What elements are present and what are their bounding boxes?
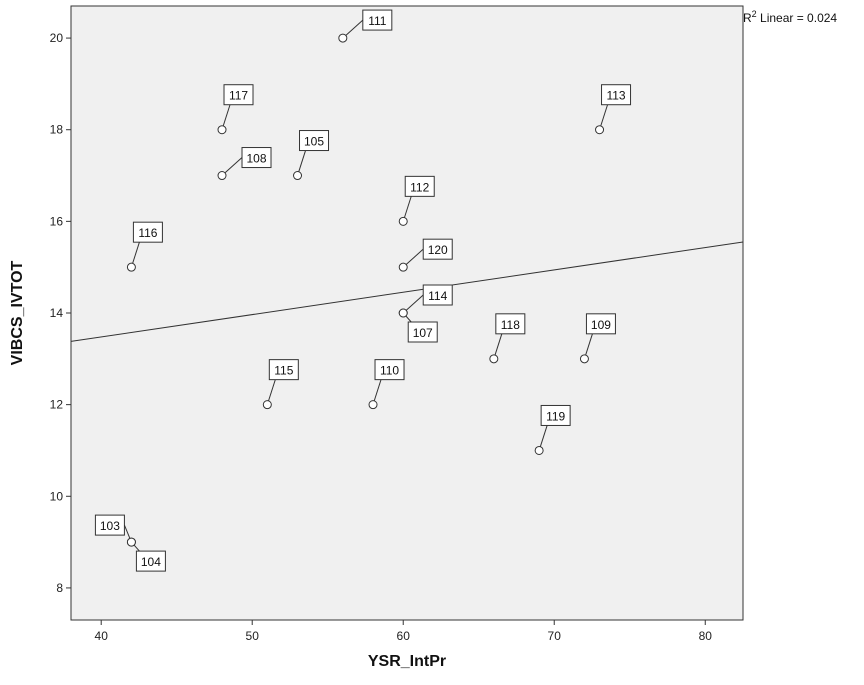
y-tick-label: 10	[50, 489, 64, 503]
point-label: 111	[368, 14, 387, 28]
y-tick-label: 8	[56, 581, 63, 595]
point-label: 116	[138, 226, 157, 240]
y-axis-title: VIBCS_IVTOT	[9, 260, 26, 365]
data-point-119: 119	[534, 404, 571, 455]
point-label: 113	[606, 89, 625, 103]
point-marker	[217, 125, 227, 135]
point-label: 114	[428, 289, 447, 303]
point-label-box	[422, 284, 453, 306]
point-marker	[262, 400, 272, 410]
points-layer: 103 104 105 107 108 109 110 111 112 113 114 115 116 1…	[94, 9, 632, 572]
y-tick-label: 16	[50, 214, 64, 228]
point-label: 112	[410, 180, 429, 194]
point-label: 118	[501, 318, 520, 332]
point-label: 103	[100, 519, 120, 533]
data-point-112: 112	[398, 175, 435, 226]
x-tick-label: 50	[246, 629, 260, 643]
x-axis: 40 50 60 70 80	[95, 620, 713, 643]
data-point-117: 117	[217, 84, 254, 135]
data-point-105: 105	[293, 130, 330, 181]
data-point-113: 113	[595, 84, 632, 135]
x-axis-title: YSR_IntPr	[368, 653, 446, 670]
point-label-box	[132, 221, 163, 243]
point-label-box	[223, 84, 254, 106]
point-marker	[398, 262, 408, 272]
y-tick-label: 12	[50, 398, 64, 412]
point-label-box	[540, 404, 571, 426]
point-marker	[217, 171, 227, 181]
x-tick-label: 80	[699, 629, 713, 643]
y-axis: 8 10 12 14 16 18 20	[50, 31, 71, 595]
data-point-110: 110	[368, 359, 405, 410]
point-marker	[534, 445, 544, 455]
r-squared-label: R2 Linear = 0.024	[743, 9, 837, 25]
point-label-box	[407, 321, 438, 343]
data-point-118: 118	[489, 313, 526, 364]
point-label-box	[299, 130, 330, 152]
point-label: 110	[380, 364, 399, 378]
point-label: 115	[274, 364, 293, 378]
point-label-box	[362, 9, 393, 31]
point-label-box	[135, 550, 166, 572]
data-point-115: 115	[262, 359, 299, 410]
point-label: 119	[546, 409, 565, 423]
point-label-box	[404, 175, 435, 197]
point-marker	[579, 354, 589, 364]
data-point-108: 108	[217, 147, 272, 181]
point-label: 104	[141, 555, 161, 569]
point-label: 107	[413, 326, 433, 340]
point-marker	[398, 308, 408, 318]
point-marker	[595, 125, 605, 135]
point-marker	[368, 400, 378, 410]
point-marker	[338, 33, 348, 43]
x-tick-label: 60	[397, 629, 411, 643]
point-label: 105	[304, 135, 324, 149]
y-tick-label: 18	[50, 123, 64, 137]
data-point-109: 109	[579, 313, 616, 364]
point-marker	[293, 171, 303, 181]
point-marker	[126, 537, 136, 547]
point-label-box	[268, 359, 299, 381]
data-point-111: 111	[338, 9, 393, 43]
x-tick-label: 40	[95, 629, 109, 643]
point-marker	[398, 216, 408, 226]
data-point-120: 120	[398, 238, 453, 272]
point-label: 108	[246, 152, 266, 166]
point-label: 117	[229, 89, 248, 103]
data-point-116: 116	[126, 221, 163, 272]
y-tick-label: 14	[50, 306, 64, 320]
point-label-box	[241, 147, 272, 169]
point-marker	[489, 354, 499, 364]
point-label-box	[495, 313, 526, 335]
point-label-box	[422, 238, 453, 260]
data-point-114: 114	[398, 284, 453, 318]
fit-line-layer	[70, 241, 744, 342]
point-marker	[126, 262, 136, 272]
data-point-104: 104	[126, 537, 166, 572]
point-label: 120	[428, 243, 448, 257]
point-label-box	[601, 84, 632, 106]
point-label-box	[374, 359, 405, 381]
y-tick-label: 20	[50, 31, 64, 45]
fit-line	[70, 241, 744, 342]
point-label: 109	[591, 318, 611, 332]
point-label-box	[94, 514, 125, 536]
point-label-box	[585, 313, 616, 335]
x-tick-label: 70	[548, 629, 562, 643]
